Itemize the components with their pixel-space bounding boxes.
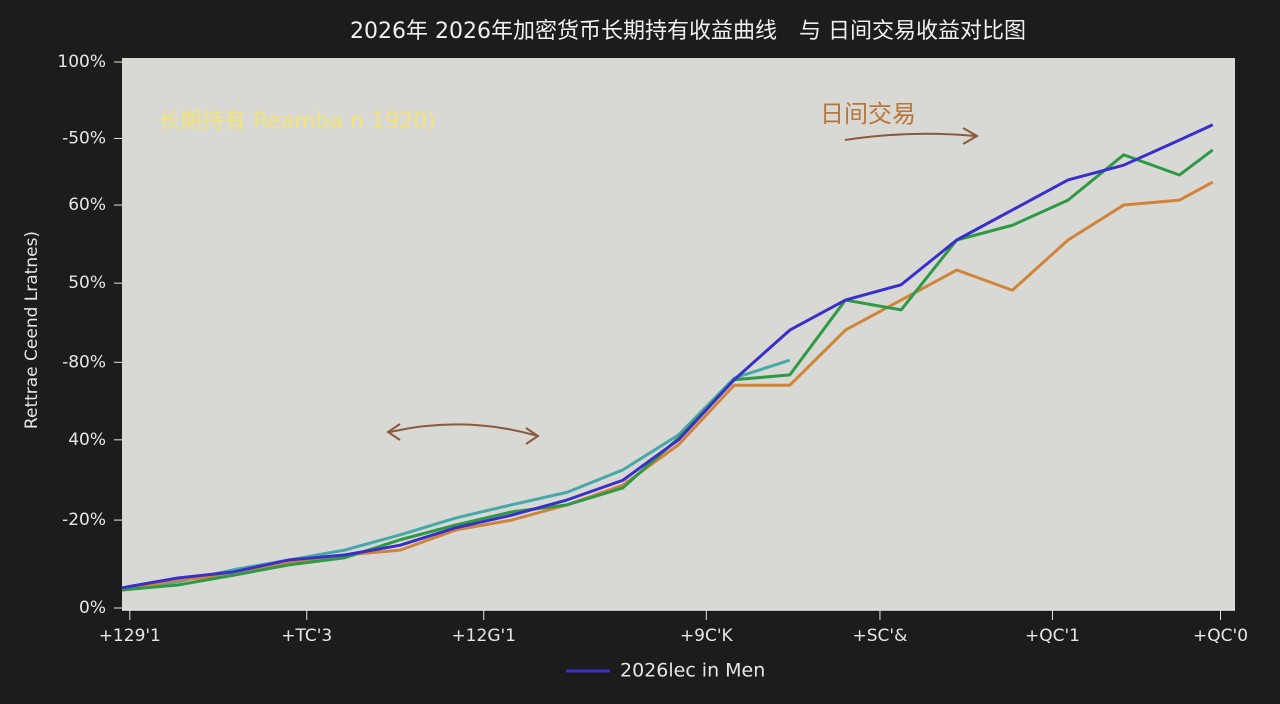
arrow bbox=[844, 127, 980, 145]
y-tick-label: 50% bbox=[68, 273, 106, 293]
line-series bbox=[121, 358, 791, 592]
double-arrow bbox=[386, 423, 540, 445]
y-tick-label: 40% bbox=[68, 430, 106, 450]
x-tick-label: +9C'K bbox=[680, 626, 734, 646]
plot-area bbox=[122, 58, 1235, 610]
y-tick-label: -50% bbox=[62, 128, 106, 148]
x-tick-label: +SC'& bbox=[853, 626, 908, 646]
x-tick-label: +12G'1 bbox=[451, 626, 516, 646]
y-axis-label: Rettrae Ceend Lratnes) bbox=[22, 231, 42, 429]
y-tick-label: 100% bbox=[57, 52, 106, 72]
y-tick-label: 60% bbox=[68, 195, 106, 215]
annotation: 长期持有 Reamba n 1920) bbox=[158, 109, 436, 134]
line-series bbox=[121, 123, 1214, 590]
annotation: 日间交易 bbox=[820, 100, 916, 128]
y-tick-label: -20% bbox=[62, 510, 106, 530]
x-tick-label: +129'1 bbox=[99, 626, 161, 646]
x-tick-label: +TC'3 bbox=[281, 626, 332, 646]
x-tick-label: +QC'0 bbox=[1193, 626, 1248, 646]
y-tick-label: 0% bbox=[79, 598, 106, 618]
chart-title: 2026年 2026年加密货币长期持有收益曲线 与 日间交易收益对比图 bbox=[350, 19, 1026, 44]
legend-label: 2026lec in Men bbox=[620, 660, 765, 682]
y-tick-label: -80% bbox=[62, 352, 106, 372]
x-tick-label: +QC'1 bbox=[1025, 626, 1080, 646]
